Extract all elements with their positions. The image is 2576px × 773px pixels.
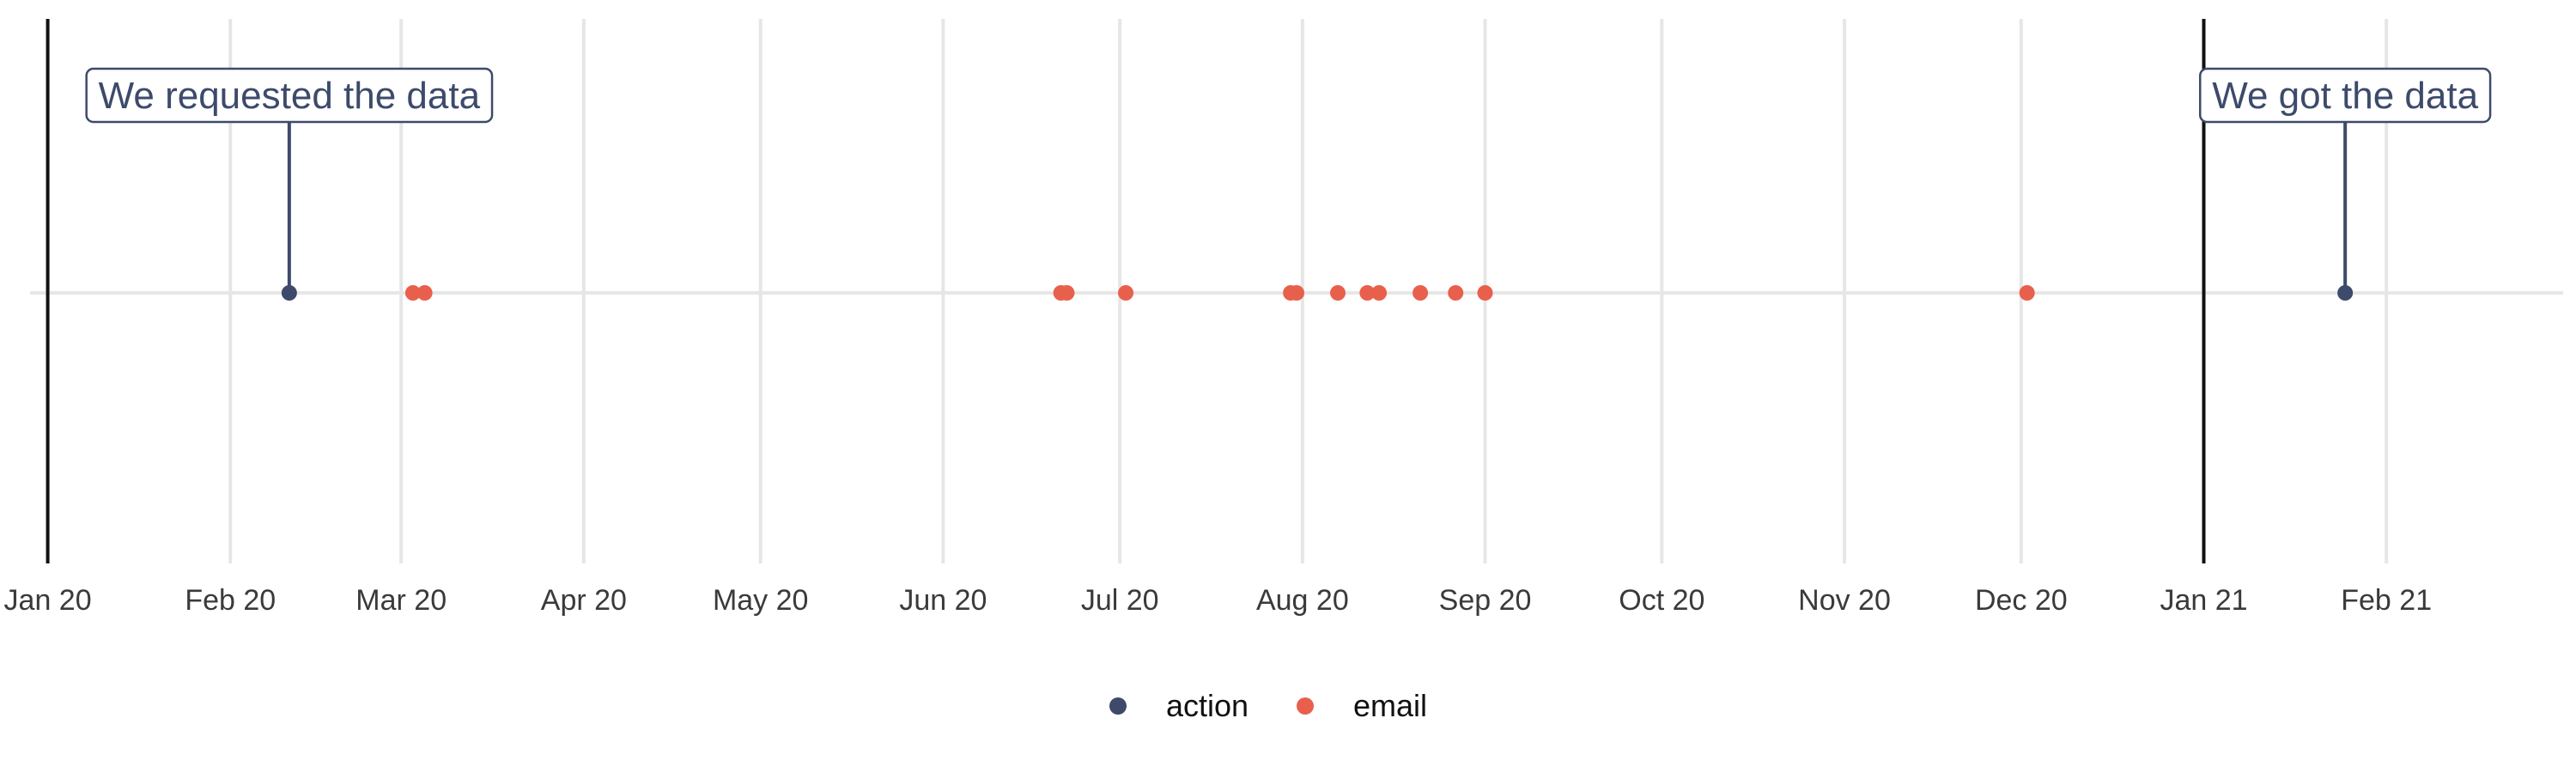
point-action <box>281 285 297 301</box>
x-tick-label: Dec 20 <box>1975 584 2068 617</box>
annotation-box <box>2198 67 2492 124</box>
legend-key-action <box>1109 697 1127 715</box>
point-email <box>1477 285 1493 301</box>
x-tick-label: Aug 20 <box>1256 584 1349 617</box>
annotation-label: We got the data <box>2198 67 2492 124</box>
point-email <box>404 285 421 301</box>
point-email <box>2019 285 2035 301</box>
point-email <box>416 285 433 301</box>
point-email <box>1448 285 1464 301</box>
point-email <box>1371 285 1388 301</box>
legend-key-email <box>1297 697 1314 715</box>
annotation-text: We got the data <box>2212 75 2478 117</box>
x-tick-label: Feb 21 <box>2341 584 2432 617</box>
x-tick-label: Mar 20 <box>355 584 447 617</box>
point-email <box>1330 285 1346 301</box>
annotation-label: We requested the data <box>85 67 494 124</box>
annotation-text: We requested the data <box>99 75 481 117</box>
x-tick-label: Sep 20 <box>1439 584 1532 617</box>
x-tick-label: Apr 20 <box>541 584 627 617</box>
data-points <box>281 285 2354 301</box>
x-tick-label: Jun 20 <box>899 584 987 617</box>
annotations: We requested the data We got the data <box>85 67 2492 124</box>
x-tick-label: Nov 20 <box>1798 584 1891 617</box>
x-axis-tick-labels: Jan 20 Feb 20 Mar 20 Apr 20 May 20 Jun 20 Jul … <box>4 584 2433 617</box>
point-email <box>1118 285 1134 301</box>
point-email <box>1359 285 1376 301</box>
point-email <box>1289 285 1304 301</box>
legend-label-email: email <box>1353 688 1427 723</box>
point-email <box>1413 285 1429 301</box>
annotation-box <box>85 67 494 124</box>
point-action <box>2337 285 2354 301</box>
x-tick-label: Jul 20 <box>1081 584 1159 617</box>
x-tick-label: Feb 20 <box>185 584 276 617</box>
point-email <box>1059 285 1075 301</box>
legend-label-action: action <box>1166 688 1249 723</box>
x-tick-label: Oct 20 <box>1619 584 1704 617</box>
x-tick-label: Jan 20 <box>4 584 92 617</box>
x-tick-label: May 20 <box>713 584 809 617</box>
legend: action email <box>1109 688 1427 723</box>
annotation-stems <box>287 122 2348 293</box>
x-tick-label: Jan 21 <box>2160 584 2247 617</box>
